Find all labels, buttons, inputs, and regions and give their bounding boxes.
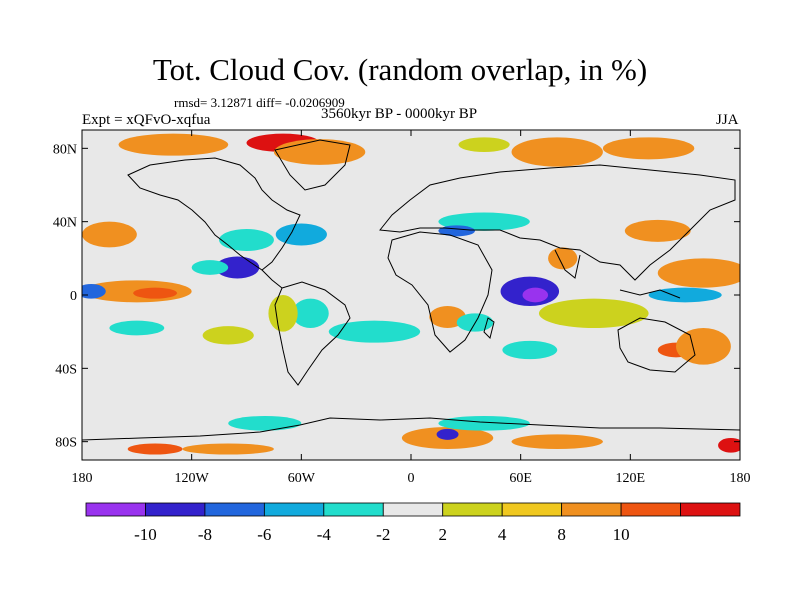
colorbar-swatch bbox=[442, 502, 503, 517]
anomaly-field bbox=[522, 287, 549, 303]
anomaly-field bbox=[82, 284, 106, 299]
colorbar-label: 4 bbox=[498, 525, 507, 544]
anomaly-field bbox=[458, 137, 510, 153]
experiment-label: Expt = xQFvO-xqfua bbox=[82, 112, 211, 128]
map-background bbox=[82, 130, 740, 460]
colorbar-swatch bbox=[204, 502, 265, 517]
colorbar-swatch bbox=[382, 502, 444, 517]
anomaly-field bbox=[438, 416, 530, 431]
anomaly-field bbox=[624, 219, 691, 242]
anomaly-field bbox=[602, 137, 695, 160]
map-panel: 80N 40N 0 40S 80S 180 120W 60W 0 60E 120E 180 bbox=[53, 129, 751, 486]
lat-tick-label: 0 bbox=[70, 289, 77, 304]
lon-tick-label: 60W bbox=[288, 471, 316, 486]
anomaly-field bbox=[191, 260, 229, 275]
anomaly-field bbox=[292, 298, 329, 329]
colorbar-swatch bbox=[145, 502, 206, 517]
period-label: 3560kyr BP - 0000kyr BP bbox=[321, 106, 478, 122]
anomaly-field bbox=[511, 434, 603, 449]
anomaly-field bbox=[133, 287, 178, 299]
anomaly-field bbox=[275, 223, 327, 246]
colorbar-swatch bbox=[263, 502, 325, 517]
anomaly-field bbox=[273, 139, 366, 165]
anomaly-field bbox=[648, 287, 722, 303]
lon-tick-label: 180 bbox=[730, 471, 751, 486]
axis-ticks: 80N 40N 0 40S 80S 180 120W 60W 0 60E 120E 180 bbox=[53, 130, 751, 486]
lat-tick-label: 40N bbox=[53, 216, 77, 231]
coastline-india bbox=[554, 249, 581, 279]
colorbar-swatch bbox=[323, 502, 384, 517]
colorbar-label: -2 bbox=[376, 525, 390, 544]
colorbar-label: 10 bbox=[613, 525, 630, 544]
coastline-eurasia bbox=[379, 164, 736, 281]
coastline-maritime bbox=[619, 289, 681, 299]
map-title: Tot. Cloud Cov. (random overlap, in %) bbox=[152, 52, 648, 87]
anomaly-field bbox=[127, 443, 183, 455]
coastline-madagascar bbox=[483, 317, 495, 339]
coastline-australia bbox=[617, 317, 696, 373]
anomaly-field bbox=[82, 221, 137, 248]
coastline-antarctica bbox=[82, 417, 740, 441]
lon-tick-label: 60E bbox=[509, 471, 532, 486]
anomaly-field bbox=[328, 320, 421, 343]
anomaly-field bbox=[511, 137, 603, 167]
colorbar-swatch bbox=[561, 502, 622, 517]
coastline-greenland bbox=[274, 139, 351, 191]
anomaly-field bbox=[182, 443, 274, 455]
coastline-central-america bbox=[261, 269, 283, 289]
lat-tick-label: 40S bbox=[55, 362, 77, 377]
anomaly-field bbox=[215, 256, 260, 279]
colorbar-label: -8 bbox=[198, 525, 212, 544]
lat-tick-label: 80S bbox=[55, 436, 77, 451]
colorbar-swatch bbox=[85, 502, 146, 517]
colorbar-label: -4 bbox=[317, 525, 332, 544]
anomaly-field bbox=[109, 320, 165, 336]
anomaly-field bbox=[676, 328, 731, 365]
lon-tick-label: 120W bbox=[175, 471, 210, 486]
colorbar-label: 8 bbox=[557, 525, 566, 544]
lat-tick-label: 80N bbox=[53, 142, 77, 157]
anomaly-field bbox=[268, 295, 298, 332]
anomaly-field bbox=[548, 247, 578, 270]
lon-tick-label: 180 bbox=[72, 471, 93, 486]
anomaly-field bbox=[118, 133, 229, 156]
anomaly-field bbox=[502, 340, 558, 360]
colorbar-swatch bbox=[501, 502, 563, 517]
colorbar-swatch bbox=[680, 502, 741, 517]
anomaly-field bbox=[228, 416, 302, 431]
coastline-south-america bbox=[274, 281, 351, 386]
anomaly-field bbox=[219, 229, 274, 251]
anomaly-field bbox=[429, 306, 466, 328]
coastlines bbox=[82, 139, 740, 441]
colorbar: -10 -8 -6 -4 -2 2 4 8 10 bbox=[85, 502, 741, 544]
colorbar-label: -10 bbox=[134, 525, 157, 544]
coastline-africa bbox=[387, 231, 493, 353]
anomaly-field bbox=[202, 326, 254, 345]
season-label: JJA bbox=[716, 112, 739, 128]
colorbar-swatch bbox=[620, 502, 681, 517]
colorbar-label: 2 bbox=[438, 525, 447, 544]
coastline-north-america bbox=[127, 157, 301, 271]
lon-tick-label: 0 bbox=[408, 471, 415, 486]
stats-label: rmsd= 3.12871 diff= -0.0206909 bbox=[174, 95, 345, 110]
colorbar-label: -6 bbox=[257, 525, 271, 544]
anomaly-fields bbox=[82, 133, 740, 455]
lon-tick-label: 120E bbox=[616, 471, 646, 486]
anomaly-field bbox=[657, 258, 740, 288]
anomaly-field bbox=[436, 428, 459, 440]
anomaly-field bbox=[538, 298, 649, 329]
